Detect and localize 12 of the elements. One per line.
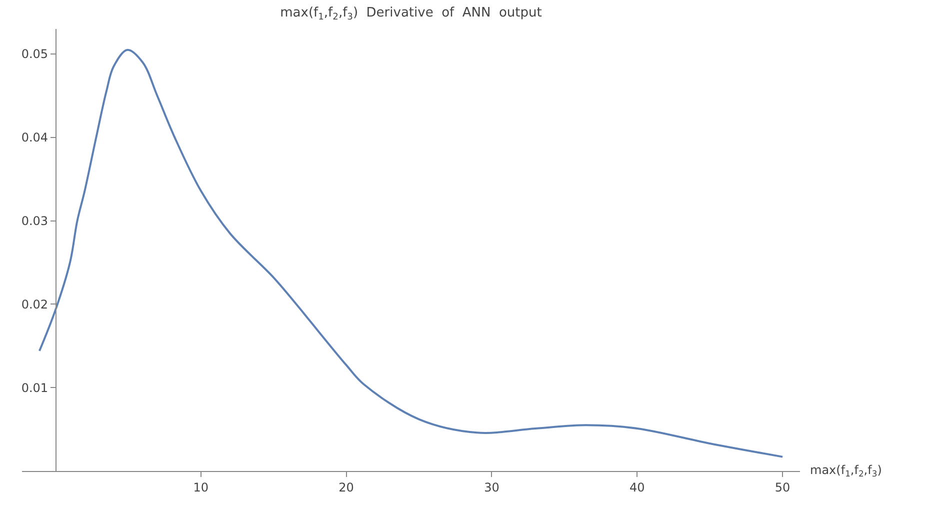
chart-title: max(f$_{1}$,f$_{2}$,f$_{3}$) Derivative of ANN output: [280, 6, 542, 22]
y-tick-label: 0.05: [21, 47, 48, 62]
x-tick-label: 10: [193, 480, 209, 494]
x-tick-label: 50: [774, 480, 790, 494]
x-tick-label: 40: [629, 480, 645, 494]
x-tick-label: 20: [338, 480, 354, 494]
y-tick-label: 0.01: [21, 380, 48, 395]
y-tick-label: 0.04: [21, 130, 48, 145]
x-axis-title: max(f$_{1}$,f$_{2}$,f$_{3}$): [810, 463, 882, 479]
y-tick-label: 0.02: [21, 297, 48, 312]
y-tick-label: 0.03: [21, 214, 48, 228]
x-tick-label: 30: [484, 480, 500, 494]
